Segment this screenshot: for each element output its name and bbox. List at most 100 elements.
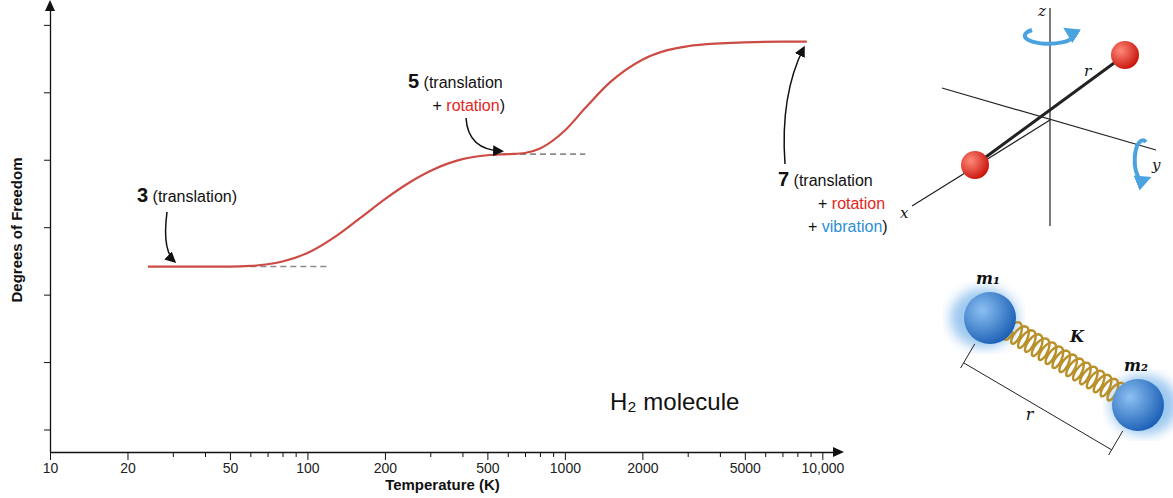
x-tick: 200 xyxy=(374,452,398,476)
y-tick xyxy=(44,160,50,161)
x-minor-tick xyxy=(688,452,689,457)
annotation-arrow xyxy=(784,48,804,164)
x-minor-tick-mark xyxy=(688,452,689,457)
x-axis: 10 20 50 100 200 500 1000 2000 5000 10,000 xyxy=(43,452,845,476)
y-tick xyxy=(44,430,50,431)
y-axis-3d xyxy=(942,88,1156,150)
dimension-extension xyxy=(1109,431,1123,455)
rotation-arrow xyxy=(1135,140,1146,180)
x-minor-tick xyxy=(250,452,251,457)
annotation-text: 3 (translation) xyxy=(137,184,237,206)
x-minor-tick-mark xyxy=(462,452,463,457)
x-minor-tick xyxy=(797,452,798,457)
x-minor-tick-mark xyxy=(250,452,251,457)
x-minor-tick xyxy=(462,452,463,457)
x-minor-tick-mark xyxy=(525,452,526,457)
rotation-illustration: zxyr xyxy=(900,2,1161,226)
annotation-text: + rotation) xyxy=(433,97,506,114)
annotation-part: (translation xyxy=(419,74,503,91)
annotation-part: ) xyxy=(882,218,887,235)
x-tick-mark xyxy=(385,452,386,460)
y-tick-mark xyxy=(44,227,50,228)
x-tick-label: 500 xyxy=(476,460,500,476)
rotor-atom xyxy=(961,151,989,179)
x-minor-tick xyxy=(430,452,431,457)
x-tick: 500 xyxy=(476,452,500,476)
annotation-arrow xyxy=(166,212,175,262)
x-tick: 20 xyxy=(120,452,136,476)
y-tick-mark xyxy=(44,25,50,26)
annotation-text: + vibration) xyxy=(808,218,888,235)
x-minor-tick-mark xyxy=(540,452,541,457)
y-tick xyxy=(44,362,50,363)
x-tick: 5000 xyxy=(730,452,761,476)
mass-label: m₁ xyxy=(976,269,1000,288)
x-tick-mark xyxy=(127,452,128,460)
annotation-part: ) xyxy=(500,97,505,114)
chart: 10205010020050010002000500010,000Tempera… xyxy=(0,0,1173,498)
x-tick: 2000 xyxy=(627,452,658,476)
y-tick xyxy=(44,25,50,26)
y-tick-mark xyxy=(44,295,50,296)
z-axis xyxy=(1049,8,1050,226)
x-minor-tick-mark xyxy=(268,452,269,457)
annotation-text: + rotation xyxy=(818,195,885,212)
data-line xyxy=(148,42,807,267)
x-minor-tick xyxy=(173,452,174,457)
x-tick-mark xyxy=(230,452,231,460)
annotations: 3 (translation) 5 (translation + rotation)… xyxy=(137,48,888,262)
molecule-label: H₂ molecule xyxy=(610,388,739,415)
x-minor-axis xyxy=(173,452,811,457)
x-tick-label: 50 xyxy=(223,460,239,476)
y-axis-arrow xyxy=(45,0,55,11)
x-minor-tick xyxy=(205,452,206,457)
rotor-bond xyxy=(975,55,1125,165)
x-minor-tick-mark xyxy=(553,452,554,457)
x-minor-tick xyxy=(811,452,812,457)
annotation-text: 7 (translation xyxy=(778,168,873,190)
x-tick-mark xyxy=(487,452,488,460)
y-axis xyxy=(44,9,51,453)
x-minor-tick xyxy=(296,452,297,457)
y-tick xyxy=(44,227,50,228)
y-tick-mark xyxy=(44,362,50,363)
x-tick-label: 5000 xyxy=(730,460,761,476)
annotation-part: rotation xyxy=(446,97,499,114)
x-tick: 10,000 xyxy=(801,452,844,476)
mass xyxy=(964,292,1016,344)
y-tick xyxy=(44,295,50,296)
x-minor-tick xyxy=(720,452,721,457)
x-minor-tick-mark xyxy=(811,452,812,457)
x-tick-label: 10 xyxy=(43,460,59,476)
x-axis-arrow xyxy=(833,447,844,457)
x-minor-tick xyxy=(508,452,509,457)
axis-letter: x xyxy=(900,204,909,222)
annotation-part: + xyxy=(818,195,832,212)
x-tick: 1000 xyxy=(550,452,581,476)
x-minor-tick-mark xyxy=(173,452,174,457)
x-axis-3d xyxy=(912,120,1050,206)
x-minor-tick-mark xyxy=(430,452,431,457)
x-tick: 100 xyxy=(296,452,320,476)
x-minor-tick xyxy=(553,452,554,457)
x-minor-tick-mark xyxy=(508,452,509,457)
x-tick-label: 10,000 xyxy=(801,460,844,476)
dimension-line xyxy=(964,363,1112,450)
x-minor-tick xyxy=(282,452,283,457)
y-tick-mark xyxy=(44,92,50,93)
x-tick-mark xyxy=(822,452,823,460)
axis-letter: y xyxy=(1151,156,1161,174)
x-tick-label: 2000 xyxy=(627,460,658,476)
annotation-arrow xyxy=(466,118,502,151)
x-tick-mark xyxy=(642,452,643,460)
x-minor-tick xyxy=(540,452,541,457)
rotor-atom xyxy=(1111,41,1139,69)
annotation-part: + xyxy=(808,218,822,235)
annotation-part: 5 xyxy=(408,70,419,92)
x-minor-tick-mark xyxy=(296,452,297,457)
x-tick-mark xyxy=(565,452,566,460)
bond-letter: r xyxy=(1026,405,1035,424)
bond-letter: r xyxy=(1084,62,1092,80)
x-tick-mark xyxy=(745,452,746,460)
x-minor-tick xyxy=(525,452,526,457)
